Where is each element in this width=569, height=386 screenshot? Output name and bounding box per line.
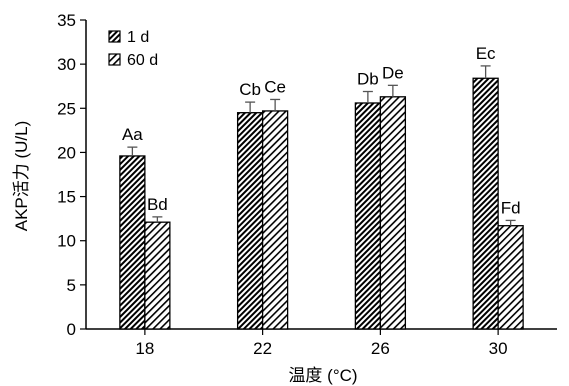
y-tick-label: 15 <box>57 188 76 207</box>
data-label: Ec <box>476 44 496 63</box>
y-tick-label: 5 <box>67 276 76 295</box>
axes: 0 5 10 15 20 25 30 35 18 22 26 30 <box>57 11 557 358</box>
bar <box>119 155 146 330</box>
data-label: Db <box>357 70 379 89</box>
x-tick-label: 30 <box>489 339 508 358</box>
legend-label-60d: 60 d <box>127 52 158 69</box>
bar <box>261 110 289 330</box>
legend-label-1d: 1 d <box>127 29 149 46</box>
data-label: Ce <box>264 77 286 96</box>
legend-swatch-60d <box>108 53 121 66</box>
data-label: Fd <box>501 198 521 217</box>
y-tick-label: 20 <box>57 143 76 162</box>
bar <box>472 77 499 330</box>
x-tick-label: 26 <box>371 339 390 358</box>
x-tick-label: 18 <box>135 339 154 358</box>
bar <box>497 225 524 330</box>
bar <box>236 112 264 330</box>
y-tick-label: 0 <box>67 320 76 339</box>
y-tick-label: 35 <box>57 11 76 30</box>
legend-swatch-1d <box>108 30 121 43</box>
y-tick-label: 10 <box>57 232 76 251</box>
data-label: Cb <box>239 80 261 99</box>
data-label: De <box>382 63 404 82</box>
x-tick-label: 22 <box>253 339 272 358</box>
y-tick-label: 30 <box>57 55 76 74</box>
bar <box>354 102 382 330</box>
bar <box>379 96 407 330</box>
legend: 1 d 60 d <box>108 29 158 69</box>
x-axis-title: 温度 (°C) <box>288 366 357 385</box>
bar <box>144 221 171 330</box>
data-label: Bd <box>147 195 168 214</box>
y-axis-title: AKP活力 (U/L) <box>12 121 31 232</box>
bars: Aa Bd Cb Ce Db De Ec Fd <box>119 44 524 330</box>
y-tick-label: 25 <box>57 99 76 118</box>
data-label: Aa <box>122 125 143 144</box>
